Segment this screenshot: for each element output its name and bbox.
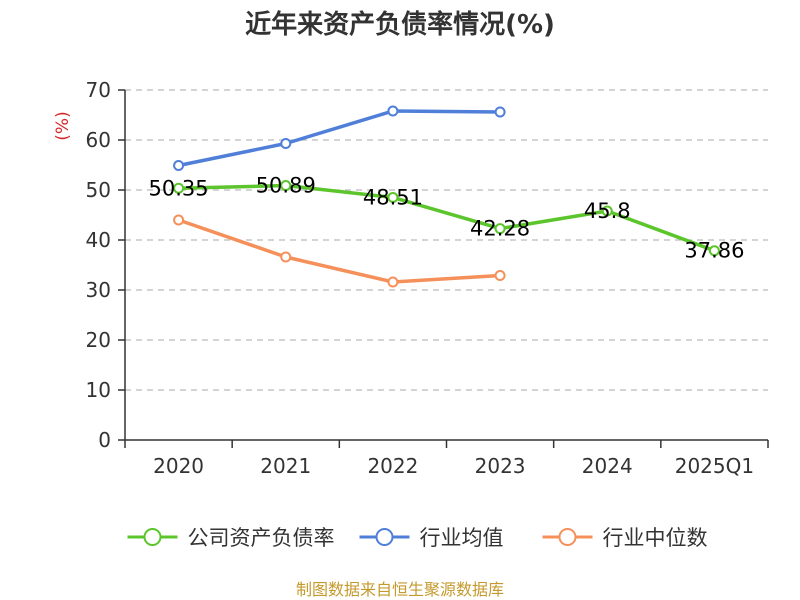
data-point xyxy=(173,160,185,171)
x-tick-label: 2021 xyxy=(260,454,311,478)
data-point xyxy=(280,251,292,263)
series-line xyxy=(178,218,501,284)
y-tick-label: 70 xyxy=(86,78,111,102)
y-tick-label: 0 xyxy=(98,428,111,452)
legend-marker xyxy=(558,528,577,546)
y-tick-label: 60 xyxy=(86,128,111,152)
data-label: 45.8 xyxy=(584,199,631,223)
legend-item: 行业中位数 xyxy=(542,526,708,550)
y-tick-label: 50 xyxy=(86,178,111,202)
series-group xyxy=(173,105,720,288)
source-note: 制图数据来自恒生聚源数据库 xyxy=(296,580,504,599)
data-point xyxy=(601,205,613,217)
axes: 0 10 20 30 40 50 60 70 2020 2021 2022 2023 2024 2025Q… xyxy=(86,78,769,478)
y-tick-label: 40 xyxy=(86,228,111,252)
data-label: 50.89 xyxy=(256,174,316,198)
legend-item: 公司资产负债率 xyxy=(127,526,335,550)
data-label: 42.28 xyxy=(470,217,530,241)
y-tick-label: 30 xyxy=(86,278,111,302)
chart-title: 近年来资产负债率情况(%) xyxy=(245,9,555,40)
series-line xyxy=(178,183,716,253)
x-tick-label: 2024 xyxy=(582,454,633,478)
legend-item: 行业均值 xyxy=(359,526,504,550)
data-label: 48.51 xyxy=(363,185,423,209)
y-tick-label: 20 xyxy=(86,328,111,352)
legend: 公司资产负债率 行业均值 行业中位数 xyxy=(127,526,708,550)
legend-marker xyxy=(375,528,394,546)
data-point xyxy=(280,138,292,149)
data-point xyxy=(387,276,399,288)
data-point xyxy=(494,223,506,235)
data-point xyxy=(280,180,292,192)
series-line xyxy=(178,109,501,168)
x-tick-label: 2022 xyxy=(367,454,418,478)
legend-label: 公司资产负债率 xyxy=(188,526,335,550)
y-tick-label: 10 xyxy=(86,378,111,402)
data-point xyxy=(494,270,506,281)
legend-label: 行业中位数 xyxy=(603,526,708,550)
y-axis-unit: (%) xyxy=(53,111,73,140)
grid-lines xyxy=(125,89,768,391)
data-label: 50.35 xyxy=(149,176,209,200)
data-point xyxy=(387,105,399,117)
legend-marker xyxy=(143,528,162,546)
data-point xyxy=(708,245,720,257)
x-tick-label: 2020 xyxy=(153,454,204,478)
x-tick-label: 2025Q1 xyxy=(675,454,754,478)
data-point xyxy=(387,191,399,203)
data-point xyxy=(173,182,185,194)
data-point xyxy=(494,106,506,118)
data-point xyxy=(173,214,185,226)
x-tick-label: 2023 xyxy=(475,454,526,478)
legend-label: 行业均值 xyxy=(420,526,504,550)
data-label: 37.86 xyxy=(684,239,744,263)
data-labels: 50.35 50.89 48.51 42.28 45.8 37.86 xyxy=(149,174,745,263)
